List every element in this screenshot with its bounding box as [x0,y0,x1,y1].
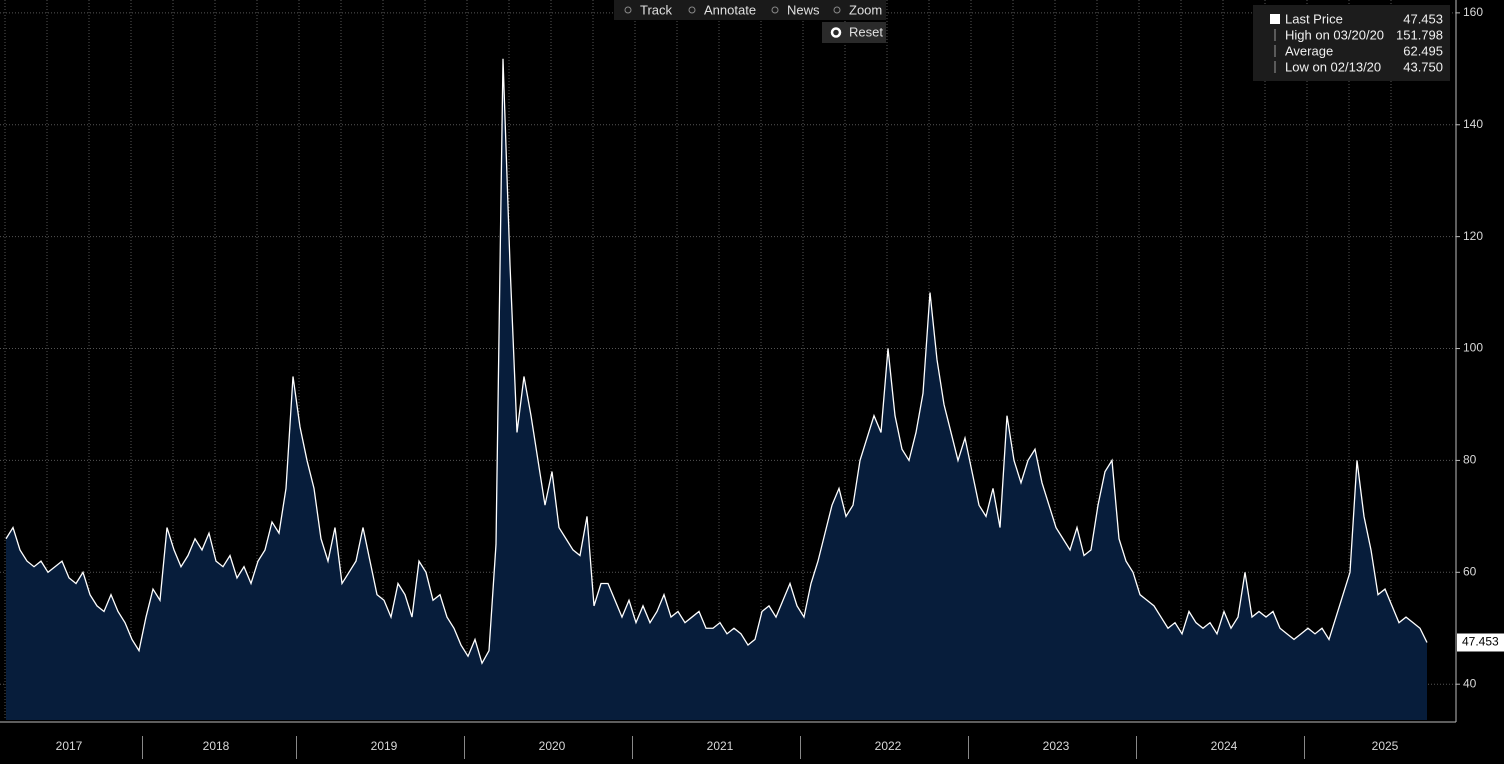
y-tick-label: 120 [1463,229,1483,243]
legend-label: Low on 02/13/20 [1285,59,1381,74]
toolbar-icon [624,6,632,14]
y-tick-label: 60 [1463,564,1477,578]
y-tick-label: 100 [1463,341,1483,355]
reset-button[interactable] [822,22,886,43]
toolbar-button[interactable]: News [787,2,820,17]
last-price-value: 47.453 [1462,635,1499,649]
plot-area [0,0,1456,721]
last-price-tag [1457,633,1504,652]
x-tick-label: 2018 [203,739,230,753]
legend-value: 62.495 [1403,43,1443,58]
legend-swatch [1270,14,1280,24]
legend-label: Average [1285,43,1333,58]
legend-label: High on 03/20/20 [1285,27,1384,42]
legend-value: 43.750 [1403,59,1443,74]
toolbar-icon [688,6,696,14]
area [6,58,1427,721]
reset-label[interactable]: Reset [849,24,883,39]
y-tick-label: 140 [1463,117,1483,131]
y-tick-label: 40 [1463,676,1477,690]
x-axis-band [0,722,1504,759]
reset-icon [830,27,842,38]
controls: Reset Track Annotate News Zoom Last Price 47.… [614,0,1450,81]
toolbar-button[interactable]: Annotate [704,2,756,17]
x-tick-label: 2021 [707,739,734,753]
x-tick-label: 2023 [1043,739,1070,753]
toolbar-button[interactable]: Zoom [849,2,882,17]
x-tick-label: 2022 [875,739,902,753]
x-tick-label: 2024 [1211,739,1238,753]
y-tick-label: 80 [1463,453,1477,467]
x-tick-label: 2017 [56,739,83,753]
x-tick-label: 2019 [371,739,398,753]
legend-value: 47.453 [1403,11,1443,26]
toolbar [614,0,886,20]
y-tick-label: 160 [1463,5,1483,19]
toolbar-icon [771,6,779,14]
legend-box [1253,5,1450,81]
x-tick-label: 2020 [539,739,566,753]
x-tick-label: 2025 [1372,739,1399,753]
price-line [5,58,1428,665]
toolbar-button[interactable]: Track [640,2,673,17]
legend-label: Last Price [1285,11,1343,26]
legend-value: 151.798 [1396,27,1443,42]
toolbar-icon [833,6,841,14]
